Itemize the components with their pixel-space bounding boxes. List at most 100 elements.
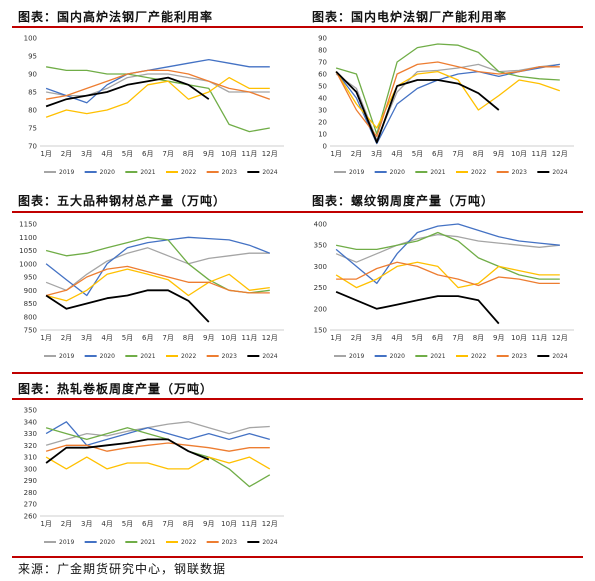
x-tick-label: 6月 — [432, 334, 443, 342]
x-tick-label: 1月 — [330, 150, 341, 158]
divider-rule — [12, 398, 583, 400]
x-tick-label: 5月 — [122, 150, 133, 158]
divider-rule — [12, 211, 583, 213]
chart-title-hrc: 图表：热轧卷板周度产量（万吨） — [18, 382, 214, 396]
x-tick-label: 7月 — [452, 334, 463, 342]
y-tick-label: 950 — [24, 274, 37, 282]
x-tick-label: 3月 — [81, 520, 92, 528]
y-tick-label: 850 — [24, 300, 37, 308]
x-tick-label: 7月 — [162, 150, 173, 158]
y-tick-label: 80 — [28, 107, 37, 115]
legend-label-2021: 2021 — [140, 539, 155, 546]
y-tick-label: 300 — [314, 263, 327, 271]
x-tick-label: 5月 — [122, 520, 133, 528]
series-line-2022 — [335, 261, 560, 289]
x-tick-label: 9月 — [203, 334, 214, 342]
chart-svg: 150 200 250 300 350 400 1月 2月 3月 4月 5月 6月 7月 8月 9月 10月 1… — [314, 221, 574, 360]
series-line-2022 — [45, 76, 270, 118]
y-tick-label: 1150 — [19, 221, 37, 229]
x-tick-label: 10月 — [221, 334, 237, 342]
y-tick-label: 60 — [318, 71, 327, 79]
x-tick-label: 4月 — [391, 334, 402, 342]
chart-title-rebar: 图表：螺纹钢周度产量（万吨） — [312, 194, 495, 208]
x-tick-label: 2月 — [61, 520, 72, 528]
legend-label-2023: 2023 — [222, 169, 237, 176]
x-tick-label: 6月 — [432, 150, 443, 158]
y-tick-label: 310 — [24, 454, 37, 462]
divider-rule — [12, 26, 583, 28]
series-line-2022 — [45, 268, 270, 302]
x-tick-label: 5月 — [122, 334, 133, 342]
legend-label-2023: 2023 — [512, 169, 527, 176]
y-tick-label: 50 — [318, 83, 327, 91]
x-tick-label: 1月 — [40, 150, 51, 158]
y-tick-label: 350 — [24, 407, 37, 415]
x-tick-label: 2月 — [61, 150, 72, 158]
x-tick-label: 8月 — [183, 334, 194, 342]
y-tick-label: 30 — [318, 107, 327, 115]
y-tick-label: 90 — [28, 71, 37, 79]
series-line-2020 — [335, 223, 560, 285]
y-tick-label: 250 — [314, 284, 327, 292]
chart-title-eaf-util: 图表：国内电炉法钢厂产能利用率 — [312, 10, 508, 24]
legend-label-2020: 2020 — [100, 539, 115, 546]
x-tick-label: 3月 — [81, 150, 92, 158]
y-tick-label: 150 — [314, 327, 327, 335]
x-tick-label: 11月 — [531, 150, 547, 158]
y-tick-label: 90 — [318, 35, 327, 43]
legend-label-2020: 2020 — [390, 353, 405, 360]
x-tick-label: 8月 — [183, 520, 194, 528]
x-tick-label: 5月 — [412, 334, 423, 342]
y-tick-label: 70 — [318, 59, 327, 67]
x-tick-label: 6月 — [142, 520, 153, 528]
y-tick-label: 280 — [24, 489, 37, 497]
x-tick-label: 2月 — [61, 334, 72, 342]
x-tick-label: 12月 — [552, 334, 568, 342]
series-line-2021 — [335, 231, 560, 280]
x-tick-label: 8月 — [183, 150, 194, 158]
y-tick-label: 85 — [28, 89, 37, 97]
y-tick-label: 350 — [314, 242, 327, 250]
x-tick-label: 4月 — [101, 150, 112, 158]
series-line-2019 — [45, 73, 270, 97]
y-tick-label: 290 — [24, 477, 37, 485]
x-tick-label: 5月 — [412, 150, 423, 158]
divider-rule — [12, 372, 583, 374]
x-tick-label: 2月 — [351, 334, 362, 342]
legend-label-2019: 2019 — [59, 169, 74, 176]
x-tick-label: 12月 — [262, 520, 278, 528]
x-tick-label: 11月 — [241, 334, 257, 342]
chart-five-steel: 750 800 850 900 950 1000 1050 1100 1150 1月 2月 3月 4月 5… — [14, 218, 292, 366]
series-line-2019 — [45, 247, 270, 291]
y-tick-label: 80 — [318, 47, 327, 55]
series-line-2023 — [45, 265, 270, 297]
y-tick-label: 260 — [24, 513, 37, 521]
y-tick-label: 340 — [24, 418, 37, 426]
x-tick-label: 2月 — [351, 150, 362, 158]
series-line-2021 — [45, 66, 270, 133]
chart-svg: 0 10 20 30 40 50 60 70 80 90 1月 2月 3月 4月 5月 6月 7月 8月 9月 10月… — [318, 35, 574, 176]
series-line-2024 — [45, 76, 210, 108]
y-tick-label: 270 — [24, 501, 37, 509]
series-line-2024 — [45, 289, 210, 323]
x-tick-label: 12月 — [262, 334, 278, 342]
x-tick-label: 8月 — [473, 150, 484, 158]
x-tick-label: 10月 — [511, 334, 527, 342]
series-line-2024 — [335, 70, 500, 144]
series-line-2020 — [45, 421, 270, 446]
x-tick-label: 8月 — [473, 334, 484, 342]
y-tick-label: 0 — [323, 143, 327, 151]
x-tick-label: 9月 — [493, 334, 504, 342]
x-tick-label: 1月 — [330, 334, 341, 342]
y-tick-label: 1100 — [19, 234, 37, 242]
x-tick-label: 12月 — [552, 150, 568, 158]
legend-label-2019: 2019 — [349, 169, 364, 176]
series-line-2020 — [45, 236, 271, 297]
y-tick-label: 20 — [318, 119, 327, 127]
series-line-2023 — [45, 442, 270, 452]
legend-label-2023: 2023 — [512, 353, 527, 360]
x-tick-label: 7月 — [162, 520, 173, 528]
series-line-2023 — [336, 261, 560, 287]
legend-label-2024: 2024 — [262, 539, 277, 546]
x-tick-label: 1月 — [40, 334, 51, 342]
